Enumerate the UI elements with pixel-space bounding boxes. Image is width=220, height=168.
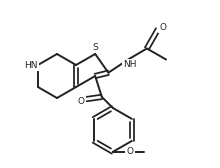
Text: O: O: [78, 97, 85, 106]
Text: O: O: [127, 147, 134, 156]
Text: O: O: [160, 23, 166, 32]
Text: NH: NH: [123, 60, 137, 69]
Text: HN: HN: [24, 60, 38, 70]
Text: S: S: [92, 43, 98, 52]
